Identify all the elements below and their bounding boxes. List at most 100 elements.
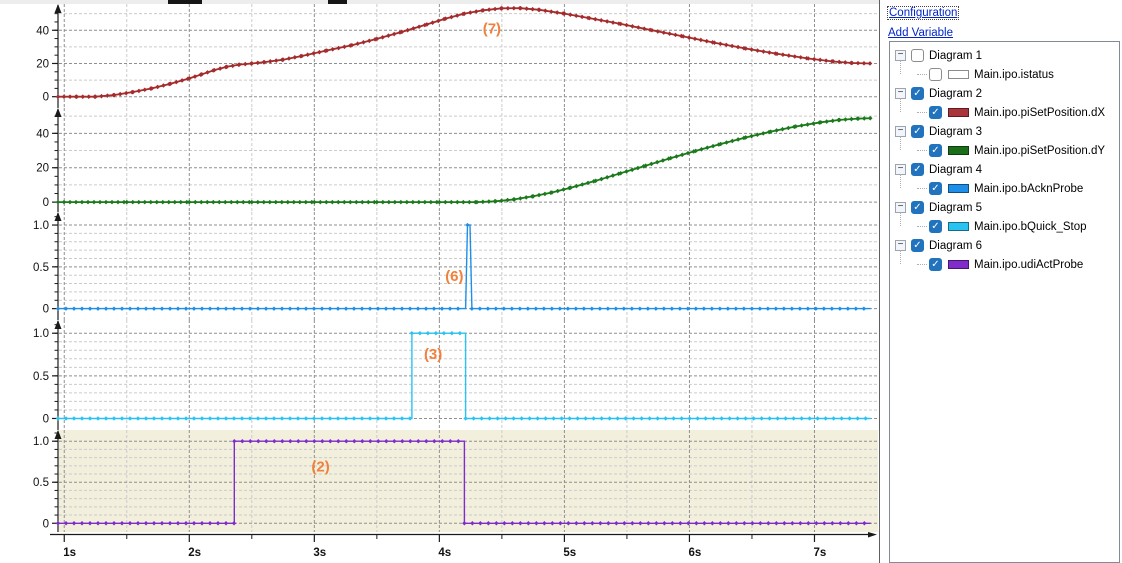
diagram-2-checkbox[interactable]: ✓: [911, 87, 924, 100]
tree-group-diagram-1: − ✓ Diagram 1 ✓ Main.ipo.istatus: [890, 46, 1119, 84]
annotation-label: (3): [424, 346, 442, 363]
variable-label: Main.ipo.bQuick_Stop: [974, 220, 1087, 233]
annotation-label: (7): [483, 21, 501, 38]
diagram-3-checkbox[interactable]: ✓: [911, 125, 924, 138]
diagram-1-checkbox[interactable]: ✓: [911, 49, 924, 62]
diagram-4-checkbox[interactable]: ✓: [911, 163, 924, 176]
series-color-swatch: [948, 184, 969, 193]
tree-group-diagram-5: − ✓ Diagram 5 ✓ Main.ipo.bQuick_Stop: [890, 198, 1119, 236]
tree-item-diagram-4[interactable]: − ✓ Diagram 4: [890, 160, 1119, 179]
variable-label: Main.ipo.udiActProbe: [974, 258, 1084, 271]
toolbar-fragment: [168, 0, 202, 4]
clipped-toolbar-strip: [0, 0, 879, 4]
tree-item-variable[interactable]: ✓ Main.ipo.bAcknProbe: [890, 179, 1119, 198]
trace-chart-stack: 0 20 40 (7) 0 20 40 0 0.5 1.0 (6) 0 0.5 1.0 (3) 0 0.…: [0, 4, 888, 563]
diagram-5-checkbox[interactable]: ✓: [911, 201, 924, 214]
variable-label: Main.ipo.bAcknProbe: [974, 182, 1084, 195]
checkmark-icon: ✓: [931, 221, 940, 232]
svg-text:2s: 2s: [188, 547, 201, 559]
toolbar-fragment: [328, 0, 347, 4]
chart-bQuick-Stop[interactable]: 0 0.5 1.0 (3): [0, 320, 888, 430]
tree-item-diagram-3[interactable]: − ✓ Diagram 3: [890, 122, 1119, 141]
svg-text:1.0: 1.0: [33, 436, 49, 448]
variable-checkbox[interactable]: ✓: [929, 258, 942, 271]
svg-text:40: 40: [36, 25, 49, 37]
checkmark-icon: ✓: [913, 202, 922, 213]
checkmark-icon: ✓: [913, 88, 922, 99]
tree-connector: [917, 226, 927, 227]
svg-text:0.5: 0.5: [33, 262, 49, 274]
tree-group-diagram-2: − ✓ Diagram 2 ✓ Main.ipo.piSetPosition.d…: [890, 84, 1119, 122]
tree-item-label: Diagram 3: [929, 125, 983, 138]
checkmark-icon: ✓: [931, 183, 940, 194]
svg-text:3s: 3s: [313, 547, 326, 559]
svg-text:1.0: 1.0: [33, 328, 49, 340]
variable-label: Main.ipo.piSetPosition.dX: [974, 106, 1106, 119]
svg-text:40: 40: [36, 128, 49, 140]
tree-item-variable[interactable]: ✓ Main.ipo.udiActProbe: [890, 255, 1119, 274]
series-color-swatch: [948, 146, 969, 155]
tree-item-label: Diagram 6: [929, 239, 983, 252]
chart-piSetPosition-dY[interactable]: 0 20 40: [0, 108, 888, 212]
tree-group-diagram-3: − ✓ Diagram 3 ✓ Main.ipo.piSetPosition.d…: [890, 122, 1119, 160]
tree-connector: [917, 112, 927, 113]
chart-bAcknProbe[interactable]: 0 0.5 1.0 (6): [0, 212, 888, 320]
tree-item-diagram-1[interactable]: − ✓ Diagram 1: [890, 46, 1119, 65]
tree-item-label: Diagram 5: [929, 201, 983, 214]
svg-text:6s: 6s: [688, 547, 701, 559]
checkmark-icon: ✓: [931, 259, 940, 270]
tree-item-variable[interactable]: ✓ Main.ipo.bQuick_Stop: [890, 217, 1119, 236]
svg-text:1s: 1s: [63, 547, 76, 559]
annotation-label: (2): [311, 459, 329, 476]
variable-label: Main.ipo.istatus: [974, 68, 1054, 81]
tree-connector: [917, 74, 927, 75]
series-color-swatch: [948, 70, 969, 79]
svg-text:0: 0: [43, 304, 49, 316]
tree-item-variable[interactable]: ✓ Main.ipo.istatus: [890, 65, 1119, 84]
svg-text:20: 20: [36, 58, 49, 70]
svg-text:0: 0: [43, 197, 49, 209]
tree-connector: [917, 264, 927, 265]
tree-group-diagram-4: − ✓ Diagram 4 ✓ Main.ipo.bAcknProbe: [890, 160, 1119, 198]
diagram-tree: − ✓ Diagram 1 ✓ Main.ipo.istatus − ✓ Dia…: [889, 41, 1120, 563]
configuration-link[interactable]: Configuration: [887, 6, 960, 20]
series-color-swatch: [948, 108, 969, 117]
svg-text:5s: 5s: [563, 547, 576, 559]
tree-item-label: Diagram 2: [929, 87, 983, 100]
tree-connector: [917, 188, 927, 189]
svg-text:0: 0: [43, 92, 49, 104]
series-color-swatch: [948, 260, 969, 269]
variable-label: Main.ipo.piSetPosition.dY: [974, 144, 1106, 157]
chart-udiActProbe[interactable]: 0 0.5 1.0 (2): [0, 430, 888, 532]
tree-item-diagram-5[interactable]: − ✓ Diagram 5: [890, 198, 1119, 217]
tree-item-label: Diagram 4: [929, 163, 983, 176]
svg-text:4s: 4s: [438, 547, 451, 559]
panel-splitter[interactable]: [879, 0, 880, 563]
svg-text:0: 0: [43, 518, 49, 530]
series-color-swatch: [948, 222, 969, 231]
tree-item-diagram-2[interactable]: − ✓ Diagram 2: [890, 84, 1119, 103]
diagram-6-checkbox[interactable]: ✓: [911, 239, 924, 252]
checkmark-icon: ✓: [931, 145, 940, 156]
checkmark-icon: ✓: [913, 126, 922, 137]
variable-checkbox[interactable]: ✓: [929, 182, 942, 195]
variable-checkbox[interactable]: ✓: [929, 144, 942, 157]
svg-text:1.0: 1.0: [33, 220, 49, 232]
tree-item-label: Diagram 1: [929, 49, 983, 62]
tree-item-variable[interactable]: ✓ Main.ipo.piSetPosition.dX: [890, 103, 1119, 122]
svg-text:0: 0: [43, 413, 49, 425]
annotation-label: (6): [445, 268, 463, 285]
time-axis: 1s 2s 3s 4s 5s 6s 7s: [50, 532, 877, 559]
variable-checkbox[interactable]: ✓: [929, 106, 942, 119]
checkmark-icon: ✓: [931, 107, 940, 118]
chart-piSetPosition-dX[interactable]: 0 20 40 (7): [0, 4, 888, 108]
checkmark-icon: ✓: [913, 164, 922, 175]
config-panel: Configuration Add Variable − ✓ Diagram 1…: [884, 0, 1122, 563]
tree-connector: [917, 150, 927, 151]
add-variable-link[interactable]: Add Variable: [888, 27, 953, 39]
variable-checkbox[interactable]: ✓: [929, 220, 942, 233]
svg-text:20: 20: [36, 163, 49, 175]
variable-checkbox[interactable]: ✓: [929, 68, 942, 81]
tree-item-variable[interactable]: ✓ Main.ipo.piSetPosition.dY: [890, 141, 1119, 160]
tree-item-diagram-6[interactable]: − ✓ Diagram 6: [890, 236, 1119, 255]
